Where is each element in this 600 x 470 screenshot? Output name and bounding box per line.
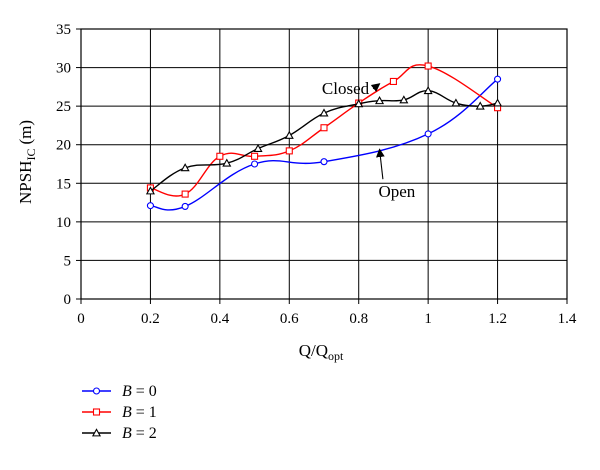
legend-label-var-0: B (122, 383, 132, 400)
x-axis-label: Q/Qopt (299, 341, 344, 363)
legend-label-eq-2: = 2 (132, 425, 157, 442)
series-0-point-0 (146, 202, 154, 210)
series-1-point-3 (251, 152, 259, 160)
legend-marker-1 (92, 408, 101, 416)
annotation-arrow-1 (376, 148, 385, 180)
series-0-point-2 (251, 160, 259, 168)
series-line-1 (150, 64, 498, 197)
series-2-point-10 (451, 98, 461, 107)
legend-label-eq-0: = 0 (132, 383, 157, 400)
series-2-point-9 (423, 85, 433, 95)
y-tick-label-6: 30 (56, 61, 71, 77)
series-2-point-7 (375, 96, 385, 105)
series-0-point-4 (424, 130, 432, 138)
legend-label-eq-1: = 1 (132, 404, 157, 421)
series-0 (146, 75, 502, 211)
x-tick-labels: 0 0.2 0.4 0.6 0.8 1 1.2 1.4 (77, 299, 577, 327)
series-2-point-1 (180, 163, 190, 172)
x-tick-label-0: 0 (77, 311, 85, 327)
y-tick-labels: 0 5 10 15 20 25 30 35 (56, 22, 81, 308)
legend: B = 0B = 1B = 2 (82, 383, 157, 442)
series-2-point-5 (319, 108, 329, 117)
legend-marker-2 (91, 428, 102, 437)
series-2-point-2 (222, 158, 232, 167)
legend-item-2: B = 2 (82, 425, 157, 442)
x-axis-label-main: Q/Q (299, 341, 328, 360)
series-2 (145, 85, 503, 195)
series-2-point-11 (475, 101, 485, 110)
annotation-arrow-0 (370, 83, 381, 92)
x-tick-label-2: 0.4 (210, 311, 229, 327)
series-2-point-12 (493, 98, 503, 107)
y-tick-label-5: 25 (56, 99, 71, 115)
plot-frame (80, 28, 568, 300)
series-1-point-1 (181, 190, 189, 198)
y-axis-label-main: NPSH (16, 161, 35, 204)
y-axis-label-unit: (m) (16, 120, 35, 145)
series-2-point-0 (145, 186, 155, 195)
x-tick-label-6: 1.2 (488, 311, 507, 327)
legend-label-1: B = 1 (122, 404, 157, 421)
legend-item-0: B = 0 (82, 383, 157, 400)
series-0-point-5 (494, 75, 502, 83)
plot-border (80, 28, 568, 300)
legend-label-0: B = 0 (122, 383, 157, 400)
x-tick-label-3: 0.6 (280, 311, 299, 327)
legend-label-var-2: B (122, 425, 132, 442)
legend-label-2: B = 2 (122, 425, 157, 442)
y-tick-label-7: 35 (56, 22, 71, 38)
y-axis-label-sub: IC (24, 149, 38, 161)
x-tick-label-5: 1 (424, 311, 432, 327)
annotation-text-1: Open (378, 182, 415, 201)
y-tick-label-4: 20 (56, 138, 71, 154)
y-tick-label-3: 15 (56, 176, 71, 192)
annotation-text-0: Closed (322, 79, 370, 98)
y-tick-label-2: 10 (56, 215, 71, 231)
x-tick-label-7: 1.4 (558, 311, 577, 327)
legend-label-var-1: B (122, 404, 132, 421)
series-1-point-7 (389, 77, 397, 86)
series-2-point-6 (354, 99, 364, 108)
y-axis-label: NPSHIC (m) (16, 120, 38, 204)
series-1-point-5 (320, 124, 328, 132)
series-1-point-4 (285, 147, 293, 155)
legend-marker-0 (92, 387, 101, 395)
annotations-layer: Closed Open (322, 79, 416, 201)
series-2-point-3 (253, 143, 263, 153)
x-tick-label-4: 0.8 (349, 311, 368, 327)
x-axis-label-sub: opt (328, 349, 344, 363)
legend-item-1: B = 1 (82, 404, 157, 421)
y-tick-label-0: 0 (64, 292, 72, 308)
series-0-point-3 (320, 158, 328, 166)
series-layer (145, 62, 503, 211)
x-tick-label-1: 0.2 (141, 311, 160, 327)
series-2-point-4 (284, 130, 294, 139)
y-tick-label-1: 5 (64, 253, 72, 269)
series-2-point-8 (399, 95, 409, 104)
series-1-point-8 (424, 62, 432, 70)
series-0-point-1 (181, 202, 189, 210)
series-1-point-2 (216, 152, 224, 160)
